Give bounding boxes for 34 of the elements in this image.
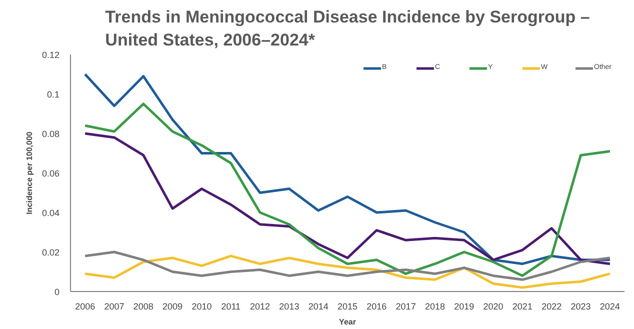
y-tick-label: 0.02 (42, 248, 60, 258)
x-tick-label: 2019 (454, 302, 474, 312)
x-tick-label: 2020 (483, 302, 504, 312)
y-tick-label: 0.12 (42, 50, 60, 60)
x-tick-label: 2021 (512, 302, 532, 312)
line-series (84, 102, 612, 277)
y-tick-label: 0.1 (46, 90, 60, 100)
y-tick-label: 0 (54, 287, 60, 297)
y-tick-label: 0.06 (42, 168, 60, 178)
line-series (84, 73, 612, 266)
x-tick-label: 2008 (133, 302, 154, 312)
x-tick-label: 2009 (162, 302, 183, 312)
x-axis-title: Year (339, 318, 356, 326)
line-series (84, 254, 612, 289)
x-tick-label: 2018 (424, 302, 445, 312)
x-tick-label: 2015 (337, 302, 358, 312)
x-tick-label: 2011 (221, 302, 241, 312)
y-axis-title: Incidence per 100,000 (24, 131, 34, 214)
x-tick-label: 2016 (366, 302, 387, 312)
line-series (84, 250, 612, 281)
x-tick-label: 2024 (600, 302, 620, 312)
x-tick-label: 2006 (75, 302, 96, 312)
line-series (84, 132, 612, 266)
y-tick-label: 0.08 (42, 129, 60, 139)
x-tick-label: 2010 (192, 302, 212, 312)
x-tick-label: 2023 (570, 302, 591, 312)
x-tick-label: 2012 (250, 302, 270, 312)
x-tick-label: 2014 (308, 302, 328, 312)
x-tick-label: 2013 (279, 302, 300, 312)
x-tick-label: 2022 (542, 302, 562, 312)
chart-title: Trends in Meningococcal Disease Incidence by Serogroup – United States, 2006–2024* (105, 8, 590, 50)
x-tick-label: 2007 (104, 302, 124, 312)
y-tick-label: 0.04 (42, 208, 60, 218)
x-tick-label: 2017 (396, 302, 416, 312)
